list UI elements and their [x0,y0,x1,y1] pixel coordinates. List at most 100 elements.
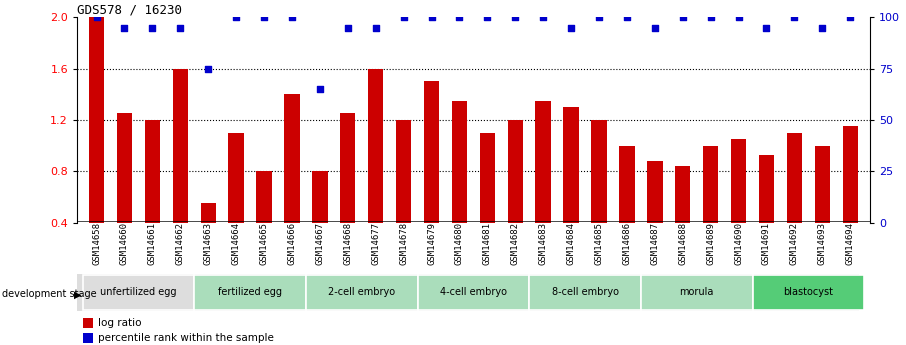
Bar [759,155,774,223]
Bar [424,81,439,223]
Point [703,14,718,20]
Bar [592,120,607,223]
Bar [814,146,830,223]
Point [145,25,159,30]
Point [341,25,355,30]
Bar [194,275,306,310]
Text: GSM14688: GSM14688 [679,222,688,265]
Text: GSM14665: GSM14665 [259,222,268,265]
Text: morula: morula [680,287,714,297]
Text: GSM14691: GSM14691 [762,222,771,265]
Bar [507,120,523,223]
Text: GSM14677: GSM14677 [371,222,381,265]
Point [564,25,578,30]
Text: 2-cell embryo: 2-cell embryo [328,287,395,297]
Bar [529,275,641,310]
Point [508,14,523,20]
Bar [117,114,132,223]
Point [117,25,131,30]
Bar [535,101,551,223]
Bar [82,275,194,310]
Point [369,25,383,30]
Bar [647,161,662,223]
Text: GSM14693: GSM14693 [818,222,827,265]
Point [731,14,746,20]
Bar [675,166,690,223]
Bar [173,69,188,223]
Bar [479,133,495,223]
Bar [89,17,104,223]
Point [592,14,606,20]
Text: GSM14680: GSM14680 [455,222,464,265]
Bar [843,126,858,223]
Bar [368,69,383,223]
Text: GSM14685: GSM14685 [594,222,603,265]
Text: development stage: development stage [2,289,96,299]
Point [313,86,327,92]
Text: GSM14664: GSM14664 [232,222,241,265]
Bar [619,146,634,223]
Text: unfertilized egg: unfertilized egg [101,287,177,297]
Point [536,14,551,20]
Bar [396,120,411,223]
Point [284,14,299,20]
Text: GSM14682: GSM14682 [511,222,520,265]
Bar [284,94,300,223]
Point [201,66,216,71]
Text: percentile rank within the sample: percentile rank within the sample [98,333,274,343]
Bar [418,275,529,310]
Text: GSM14681: GSM14681 [483,222,492,265]
Point [620,14,634,20]
Text: GSM14689: GSM14689 [706,222,715,265]
Text: GSM14690: GSM14690 [734,222,743,265]
Point [648,25,662,30]
Bar [786,133,802,223]
Text: 4-cell embryo: 4-cell embryo [440,287,506,297]
Bar [145,120,160,223]
Text: GSM14683: GSM14683 [539,222,547,265]
Text: GSM14663: GSM14663 [204,222,213,265]
Point [90,14,104,20]
Point [424,14,439,20]
Text: GSM14658: GSM14658 [92,222,101,265]
Bar [256,171,272,223]
Bar [564,107,579,223]
Point [787,14,802,20]
Bar [200,203,216,223]
Bar [731,139,747,223]
Point [256,14,271,20]
Bar [703,146,718,223]
Bar [753,275,864,310]
Text: GSM14694: GSM14694 [845,222,854,265]
Bar [340,114,355,223]
Text: ▶: ▶ [74,289,82,299]
Text: GSM14684: GSM14684 [566,222,575,265]
Text: log ratio: log ratio [98,318,141,328]
Bar [306,275,418,310]
Bar [83,318,93,328]
Text: GSM14679: GSM14679 [427,222,436,265]
Text: 8-cell embryo: 8-cell embryo [552,287,619,297]
Text: GDS578 / 16230: GDS578 / 16230 [77,3,182,16]
Text: fertilized egg: fertilized egg [218,287,282,297]
Point [480,14,495,20]
Text: GSM14666: GSM14666 [287,222,296,265]
Text: GSM14686: GSM14686 [622,222,631,265]
Bar [228,133,244,223]
Point [173,25,188,30]
Bar [452,101,467,223]
Point [843,14,857,20]
Point [452,14,467,20]
Text: GSM14678: GSM14678 [400,222,408,265]
Text: GSM14668: GSM14668 [343,222,352,265]
Bar [641,275,753,310]
Text: GSM14662: GSM14662 [176,222,185,265]
Text: GSM14687: GSM14687 [651,222,660,265]
Text: GSM14660: GSM14660 [120,222,129,265]
Point [229,14,244,20]
Bar [313,171,328,223]
Point [396,14,410,20]
Point [815,25,830,30]
Bar [83,333,93,343]
Text: blastocyst: blastocyst [784,287,834,297]
